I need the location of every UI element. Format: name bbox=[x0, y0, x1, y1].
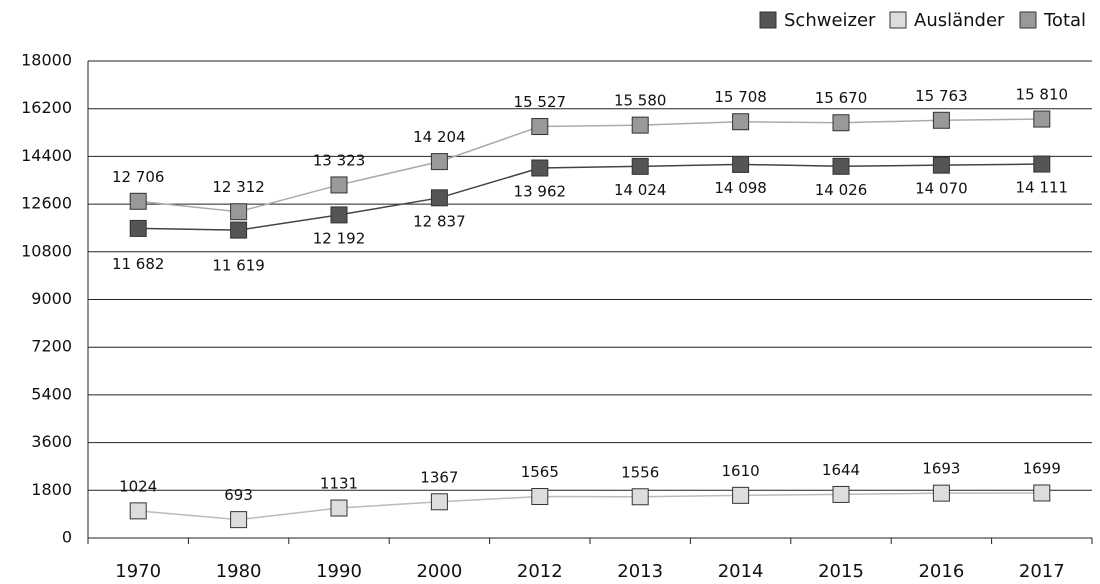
value-label: 15 580 bbox=[614, 92, 667, 110]
y-tick-label: 12600 bbox=[21, 194, 72, 213]
value-label: 12 837 bbox=[413, 212, 466, 230]
marker bbox=[1033, 155, 1051, 173]
y-tick-label: 9000 bbox=[31, 289, 72, 308]
marker bbox=[1033, 110, 1051, 128]
x-tick-label: 2017 bbox=[1019, 561, 1065, 582]
marker bbox=[631, 488, 649, 506]
marker bbox=[932, 111, 950, 129]
x-tick-label: 2016 bbox=[918, 561, 964, 582]
marker bbox=[1033, 484, 1051, 502]
value-label: 1556 bbox=[621, 463, 659, 481]
value-label: 15 527 bbox=[514, 93, 567, 111]
series-line bbox=[138, 492, 1042, 521]
value-label: 14 204 bbox=[413, 128, 466, 146]
value-label: 1644 bbox=[822, 461, 860, 479]
value-label: 11 619 bbox=[212, 257, 265, 275]
value-label: 12 706 bbox=[112, 168, 165, 186]
marker bbox=[832, 114, 850, 132]
y-tick-label: 10800 bbox=[21, 241, 72, 260]
legend-swatch bbox=[759, 11, 777, 29]
value-label: 13 323 bbox=[313, 151, 366, 169]
y-tick-label: 3600 bbox=[31, 432, 72, 451]
marker bbox=[631, 116, 649, 134]
x-tick-label: 2013 bbox=[617, 561, 663, 582]
x-tick-label: 2015 bbox=[818, 561, 864, 582]
value-label: 1024 bbox=[119, 477, 157, 495]
marker bbox=[732, 113, 750, 131]
value-label: 14 098 bbox=[714, 179, 767, 197]
y-tick-label: 14400 bbox=[21, 146, 72, 165]
value-label: 14 024 bbox=[614, 181, 667, 199]
marker bbox=[531, 118, 549, 136]
value-label: 12 192 bbox=[313, 229, 366, 247]
x-tick-label: 1980 bbox=[216, 561, 262, 582]
marker bbox=[129, 219, 147, 237]
legend-swatch bbox=[1019, 11, 1037, 29]
marker bbox=[631, 157, 649, 175]
marker bbox=[430, 153, 448, 171]
marker bbox=[430, 493, 448, 511]
value-label: 1367 bbox=[420, 468, 458, 486]
x-tick-label: 2014 bbox=[718, 561, 764, 582]
value-label: 13 962 bbox=[514, 183, 567, 201]
legend-label: Total bbox=[1043, 10, 1086, 31]
legend-label: Schweizer bbox=[784, 10, 876, 31]
value-label: 14 070 bbox=[915, 180, 968, 198]
marker bbox=[832, 157, 850, 175]
value-label: 15 810 bbox=[1016, 86, 1069, 104]
marker bbox=[230, 221, 248, 239]
y-tick-label: 7200 bbox=[31, 337, 72, 356]
value-label: 15 708 bbox=[714, 88, 767, 106]
marker bbox=[531, 159, 549, 177]
x-tick-label: 2000 bbox=[416, 561, 462, 582]
marker bbox=[330, 499, 348, 517]
marker bbox=[129, 192, 147, 210]
marker bbox=[832, 485, 850, 503]
marker bbox=[732, 486, 750, 504]
value-label: 1610 bbox=[722, 462, 760, 480]
series-line bbox=[138, 163, 1042, 231]
y-tick-label: 0 bbox=[62, 528, 72, 547]
y-tick-label: 1800 bbox=[31, 480, 72, 499]
value-label: 14 026 bbox=[815, 181, 868, 199]
marker bbox=[330, 206, 348, 224]
value-label: 11 682 bbox=[112, 255, 165, 273]
marker bbox=[230, 511, 248, 529]
value-label: 15 670 bbox=[815, 89, 868, 107]
x-tick-label: 1970 bbox=[115, 561, 161, 582]
value-label: 1565 bbox=[521, 463, 559, 481]
value-label: 12 312 bbox=[212, 178, 265, 196]
marker bbox=[430, 189, 448, 207]
value-label: 15 763 bbox=[915, 87, 968, 105]
marker bbox=[230, 203, 248, 221]
marker bbox=[732, 155, 750, 173]
y-tick-label: 18000 bbox=[21, 51, 72, 70]
marker bbox=[531, 488, 549, 506]
marker bbox=[932, 484, 950, 502]
marker bbox=[932, 156, 950, 174]
value-label: 1693 bbox=[922, 460, 960, 478]
value-label: 693 bbox=[224, 486, 253, 504]
marker bbox=[330, 176, 348, 194]
legend-swatch bbox=[889, 11, 907, 29]
legend-label: Ausländer bbox=[914, 10, 1005, 31]
y-tick-label: 16200 bbox=[21, 98, 72, 117]
value-label: 1699 bbox=[1023, 459, 1061, 477]
x-tick-label: 2012 bbox=[517, 561, 563, 582]
y-tick-label: 5400 bbox=[31, 384, 72, 403]
marker bbox=[129, 502, 147, 520]
series-line bbox=[138, 118, 1042, 213]
x-tick-label: 1990 bbox=[316, 561, 362, 582]
value-label: 14 111 bbox=[1016, 179, 1069, 197]
value-label: 1131 bbox=[320, 475, 358, 493]
